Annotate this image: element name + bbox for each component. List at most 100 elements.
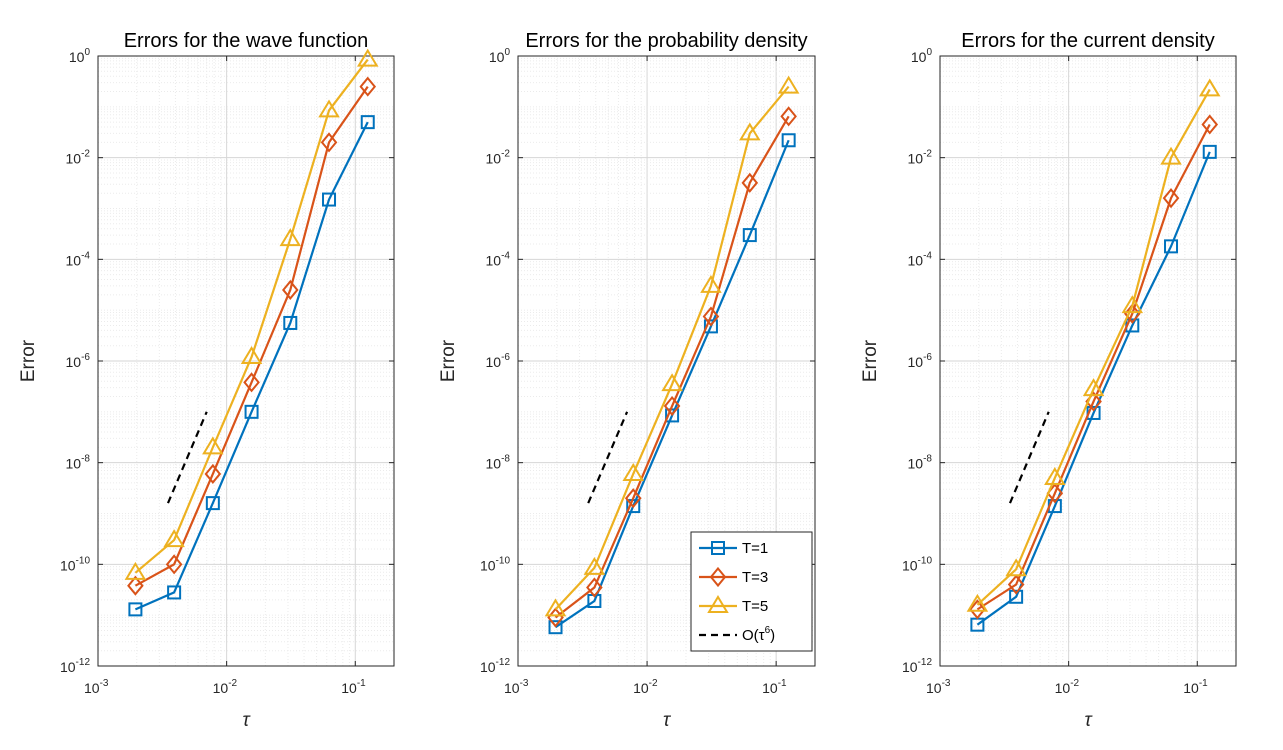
data-point-triangle [240,346,263,364]
data-point-triangle [622,463,645,481]
y-axis-label: Error [18,339,39,382]
y-tick-label: 10-6 [66,352,91,370]
x-tick-label: 10-1 [341,678,366,696]
data-point-diamond [1007,574,1025,595]
series-t1 [128,115,375,617]
reference-line [166,411,208,504]
data-point-square [703,319,718,334]
y-axis-label: Error [438,339,459,382]
data-point-diamond [243,372,260,393]
reference-line [587,411,629,504]
y-tick-label: 100 [69,47,91,65]
series-line [976,123,1211,611]
y-tick-label: 10-2 [908,149,933,167]
data-point-square [742,228,757,243]
data-point-triangle [966,593,989,612]
data-point-triangle [777,75,800,94]
series-line [134,121,369,611]
x-axis-label: τ [242,710,251,731]
series-line [554,85,790,611]
y-tick-label: 10-6 [486,352,511,370]
chart-title: Errors for the wave function [124,30,369,52]
reference-line [1008,411,1050,504]
data-point-triangle [1044,467,1066,485]
x-tick-label: 10-3 [84,678,109,696]
data-point-triangle [1198,78,1221,97]
y-tick-label: 10-12 [480,657,510,675]
legend-label: O(τ6) [742,625,775,644]
data-point-square [244,404,259,419]
data-point-triangle [583,556,606,575]
data-point-diamond [165,554,183,575]
data-point-square [167,585,182,600]
series-line [976,151,1211,626]
data-point-diamond [127,575,144,596]
data-point-square [665,408,680,423]
legend-label: T=5 [742,598,768,615]
y-tick-label: 10-10 [480,555,510,573]
panel-wave-function: 10-3 10-2 10-1 10-12 10-10 10-8 10-6 10-4 10-2 10… [18,30,395,731]
y-tick-label: 10-8 [66,454,91,472]
legend-entry: T=5 [699,595,768,615]
series-line [554,115,790,619]
y-tick-label: 10-2 [486,149,511,167]
data-point-square [781,133,796,148]
x-tick-label: 10-2 [1055,678,1080,696]
y-tick-label: 10-4 [66,250,91,268]
series-line [134,85,369,587]
legend-label: T=3 [742,569,768,586]
data-point-triangle [318,99,340,118]
data-point-square [1202,144,1217,159]
data-point-triangle [356,48,379,67]
data-point-triangle [661,373,683,392]
data-point-triangle [700,274,722,293]
x-tick-label: 10-1 [762,678,787,696]
y-tick-label: 10-10 [902,555,932,573]
data-point-square [360,115,375,130]
data-point-diamond [741,172,759,193]
x-axis-label: τ [1084,710,1093,731]
panel-current-density: 10-3 10-2 10-1 10-12 10-10 10-8 10-6 10-4 10-2 10… [860,30,1237,731]
y-axis-label: Error [860,339,881,382]
data-point-diamond [1162,188,1180,209]
data-point-diamond [1201,114,1219,135]
data-point-triangle [202,436,224,455]
data-point-triangle [124,561,147,580]
data-point-diamond [281,279,299,301]
y-tick-label: 10-4 [908,250,933,268]
data-point-square [1164,239,1179,254]
data-point-square [128,602,143,617]
data-point-diamond [709,566,727,588]
series-t5 [124,48,379,580]
data-point-square [711,541,725,555]
data-point-diamond [320,132,338,153]
y-tick-label: 10-10 [60,555,90,573]
data-point-triangle [1160,146,1182,165]
data-point-square [1009,589,1024,604]
data-point-triangle [1082,378,1105,397]
data-point-triangle [279,228,302,247]
data-point-diamond [1123,303,1141,324]
data-point-triangle [544,598,567,617]
data-point-diamond [663,395,681,417]
y-tick-label: 10-8 [908,454,933,472]
legend-entry: T=1 [699,540,768,557]
data-point-triangle [739,122,761,141]
data-point-triangle [1121,295,1144,314]
data-point-square [548,620,563,635]
data-point-diamond [780,106,797,127]
chart-title: Errors for the probability density [525,30,807,52]
x-tick-label: 10-2 [633,678,658,696]
data-point-triangle [163,529,185,548]
chart-title: Errors for the current density [961,30,1214,52]
x-axis-label: τ [663,710,672,731]
series-line [976,88,1211,606]
y-tick-label: 10-2 [66,149,91,167]
x-tick-label: 10-1 [1183,678,1208,696]
data-point-diamond [624,488,642,509]
y-tick-label: 10-4 [486,250,511,268]
series-t3 [127,76,377,596]
x-tick-label: 10-2 [213,678,238,696]
data-point-square [322,192,337,207]
